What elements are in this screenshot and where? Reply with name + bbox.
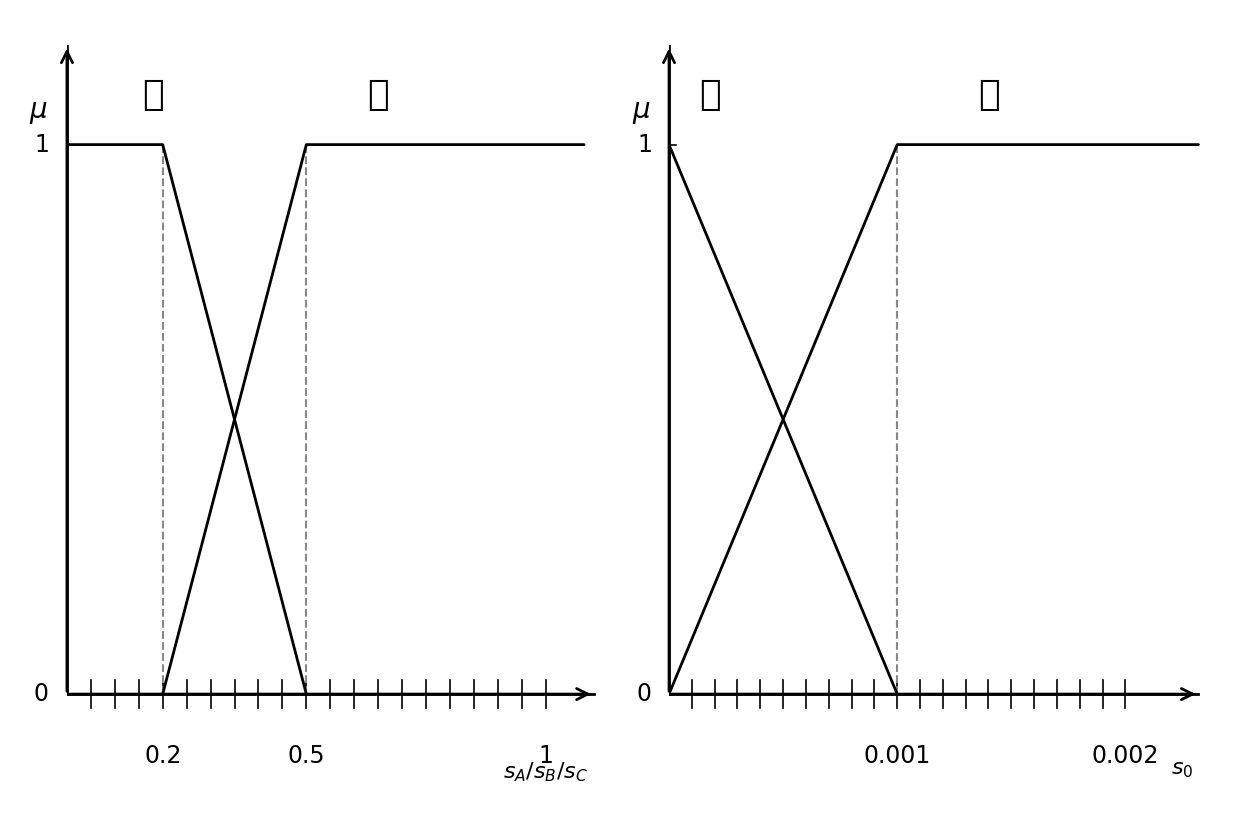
Text: $s_0$: $s_0$ <box>1171 760 1193 780</box>
Text: μ: μ <box>632 95 651 123</box>
Text: 0.001: 0.001 <box>863 743 931 768</box>
Text: 0: 0 <box>637 682 652 706</box>
Text: 高: 高 <box>977 78 999 112</box>
Text: 1: 1 <box>538 743 553 768</box>
Text: 高: 高 <box>367 78 389 112</box>
Text: 0.2: 0.2 <box>144 743 181 768</box>
Text: 低: 低 <box>699 78 720 112</box>
Text: 1: 1 <box>35 133 50 157</box>
Text: 1: 1 <box>637 133 652 157</box>
Text: 0.002: 0.002 <box>1091 743 1159 768</box>
Text: 0.5: 0.5 <box>288 743 325 768</box>
Text: $s_A/s_B/s_C$: $s_A/s_B/s_C$ <box>503 760 588 783</box>
Text: 低: 低 <box>143 78 164 112</box>
Text: μ: μ <box>30 95 47 123</box>
Text: 0: 0 <box>33 682 50 706</box>
